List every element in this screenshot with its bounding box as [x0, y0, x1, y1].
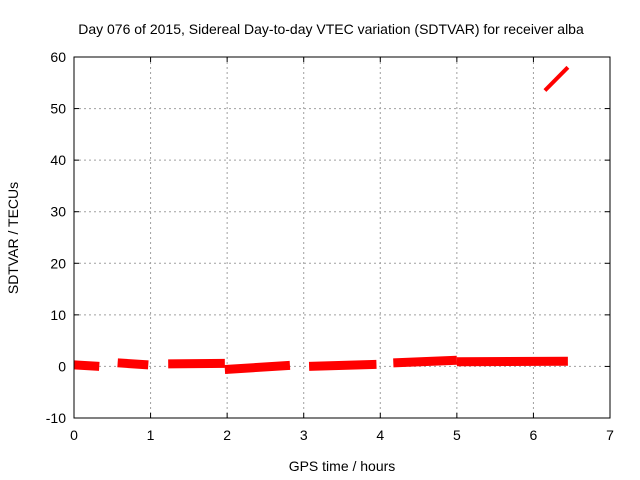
x-axis-label: GPS time / hours: [289, 458, 396, 474]
x-tick-labels: 0 1 2 3 4 5 6 7: [70, 427, 614, 443]
y-tick-label: 10: [50, 307, 66, 323]
y-tick-label: 60: [50, 49, 66, 65]
x-tick-label: 2: [223, 427, 231, 443]
data-segment-7: [456, 356, 568, 367]
data-segment-6: [393, 355, 458, 368]
y-tick-label: -10: [46, 410, 66, 426]
grid-lines: [74, 57, 610, 418]
y-tick-label: 20: [50, 255, 66, 271]
y-tick-label: 30: [50, 204, 66, 220]
data-segment-1: [73, 360, 100, 371]
plot-frame: [73, 56, 611, 419]
data-segment-5: [308, 359, 377, 371]
x-tick-label: 5: [453, 427, 461, 443]
y-axis-label: SDTVAR / TECUs: [5, 182, 21, 294]
x-tick-label: 4: [376, 427, 384, 443]
data-segment-3: [168, 358, 225, 369]
y-tick-labels: -10 0 10 20 30 40 50 60: [46, 49, 66, 426]
data-segment-2: [117, 358, 149, 370]
x-tick-label: 7: [606, 427, 614, 443]
x-tick-label: 1: [147, 427, 155, 443]
data-segment-4: [224, 360, 291, 375]
x-tick-label: 6: [530, 427, 538, 443]
y-tick-label: 50: [50, 101, 66, 117]
y-tick-label: 40: [50, 152, 66, 168]
chart-title: Day 076 of 2015, Sidereal Day-to-day VTE…: [78, 21, 584, 37]
data-segment-8: [543, 65, 570, 92]
data-series: [73, 65, 570, 375]
x-tick-label: 0: [70, 427, 78, 443]
y-tick-label: 0: [58, 358, 66, 374]
x-tick-label: 3: [300, 427, 308, 443]
